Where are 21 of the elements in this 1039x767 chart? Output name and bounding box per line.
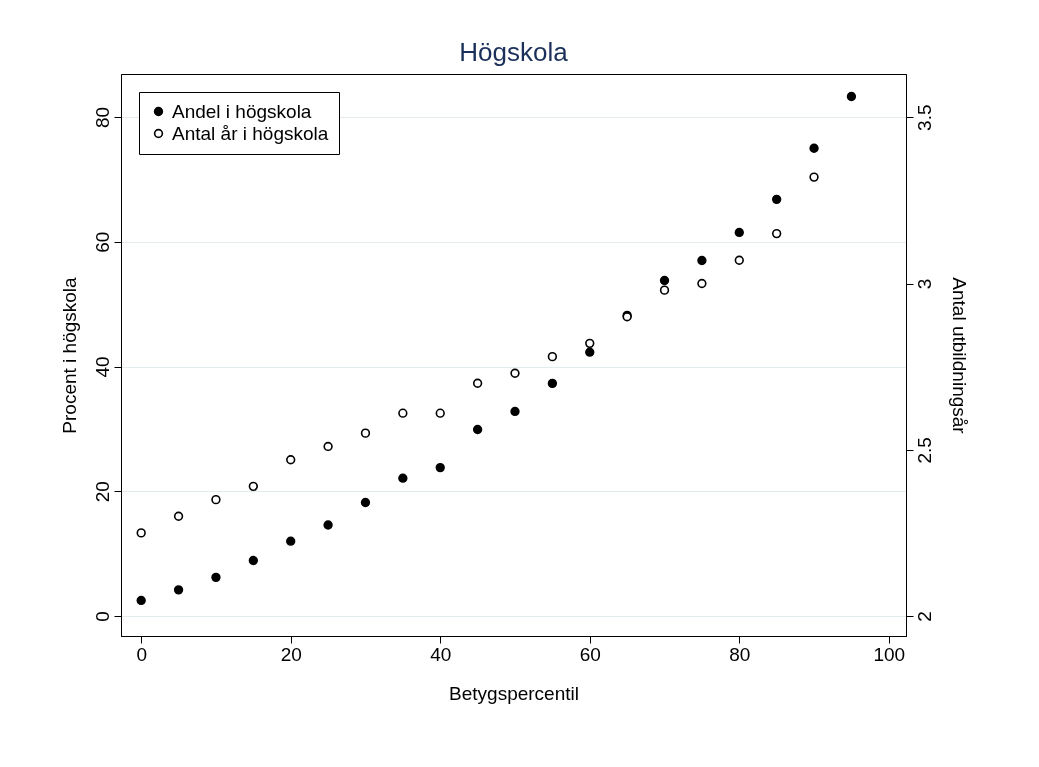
- y-tick-label: 80: [91, 106, 113, 129]
- legend-label: Antal år i högskola: [172, 122, 329, 144]
- y2-tick-label: 2: [913, 611, 935, 622]
- x-tick-label: 60: [579, 643, 601, 665]
- y-tick-label: 40: [91, 356, 113, 378]
- x-tick-label: 80: [729, 643, 751, 665]
- y2-tick-label: 2.5: [913, 437, 935, 464]
- x-tick-label: 40: [430, 643, 452, 665]
- y2-tick-label: 3: [913, 278, 935, 290]
- x-tick-label: 0: [136, 643, 147, 665]
- x-axis-title: Betygspercentil: [449, 682, 579, 704]
- y-tick-label: 20: [91, 481, 113, 503]
- y-axis-title: Procent i högskola: [58, 276, 80, 434]
- x-tick-label: 20: [280, 643, 302, 665]
- x-tick-label: 100: [873, 643, 906, 665]
- y2-axis-title: Antal utbildningsår: [948, 277, 970, 435]
- y-tick-label: 60: [91, 231, 113, 253]
- y-tick-label: 0: [91, 611, 113, 622]
- y2-tick-label: 3.5: [913, 104, 935, 131]
- chart-title: Högskola: [459, 37, 569, 67]
- legend-label: Andel i högskola: [172, 100, 312, 122]
